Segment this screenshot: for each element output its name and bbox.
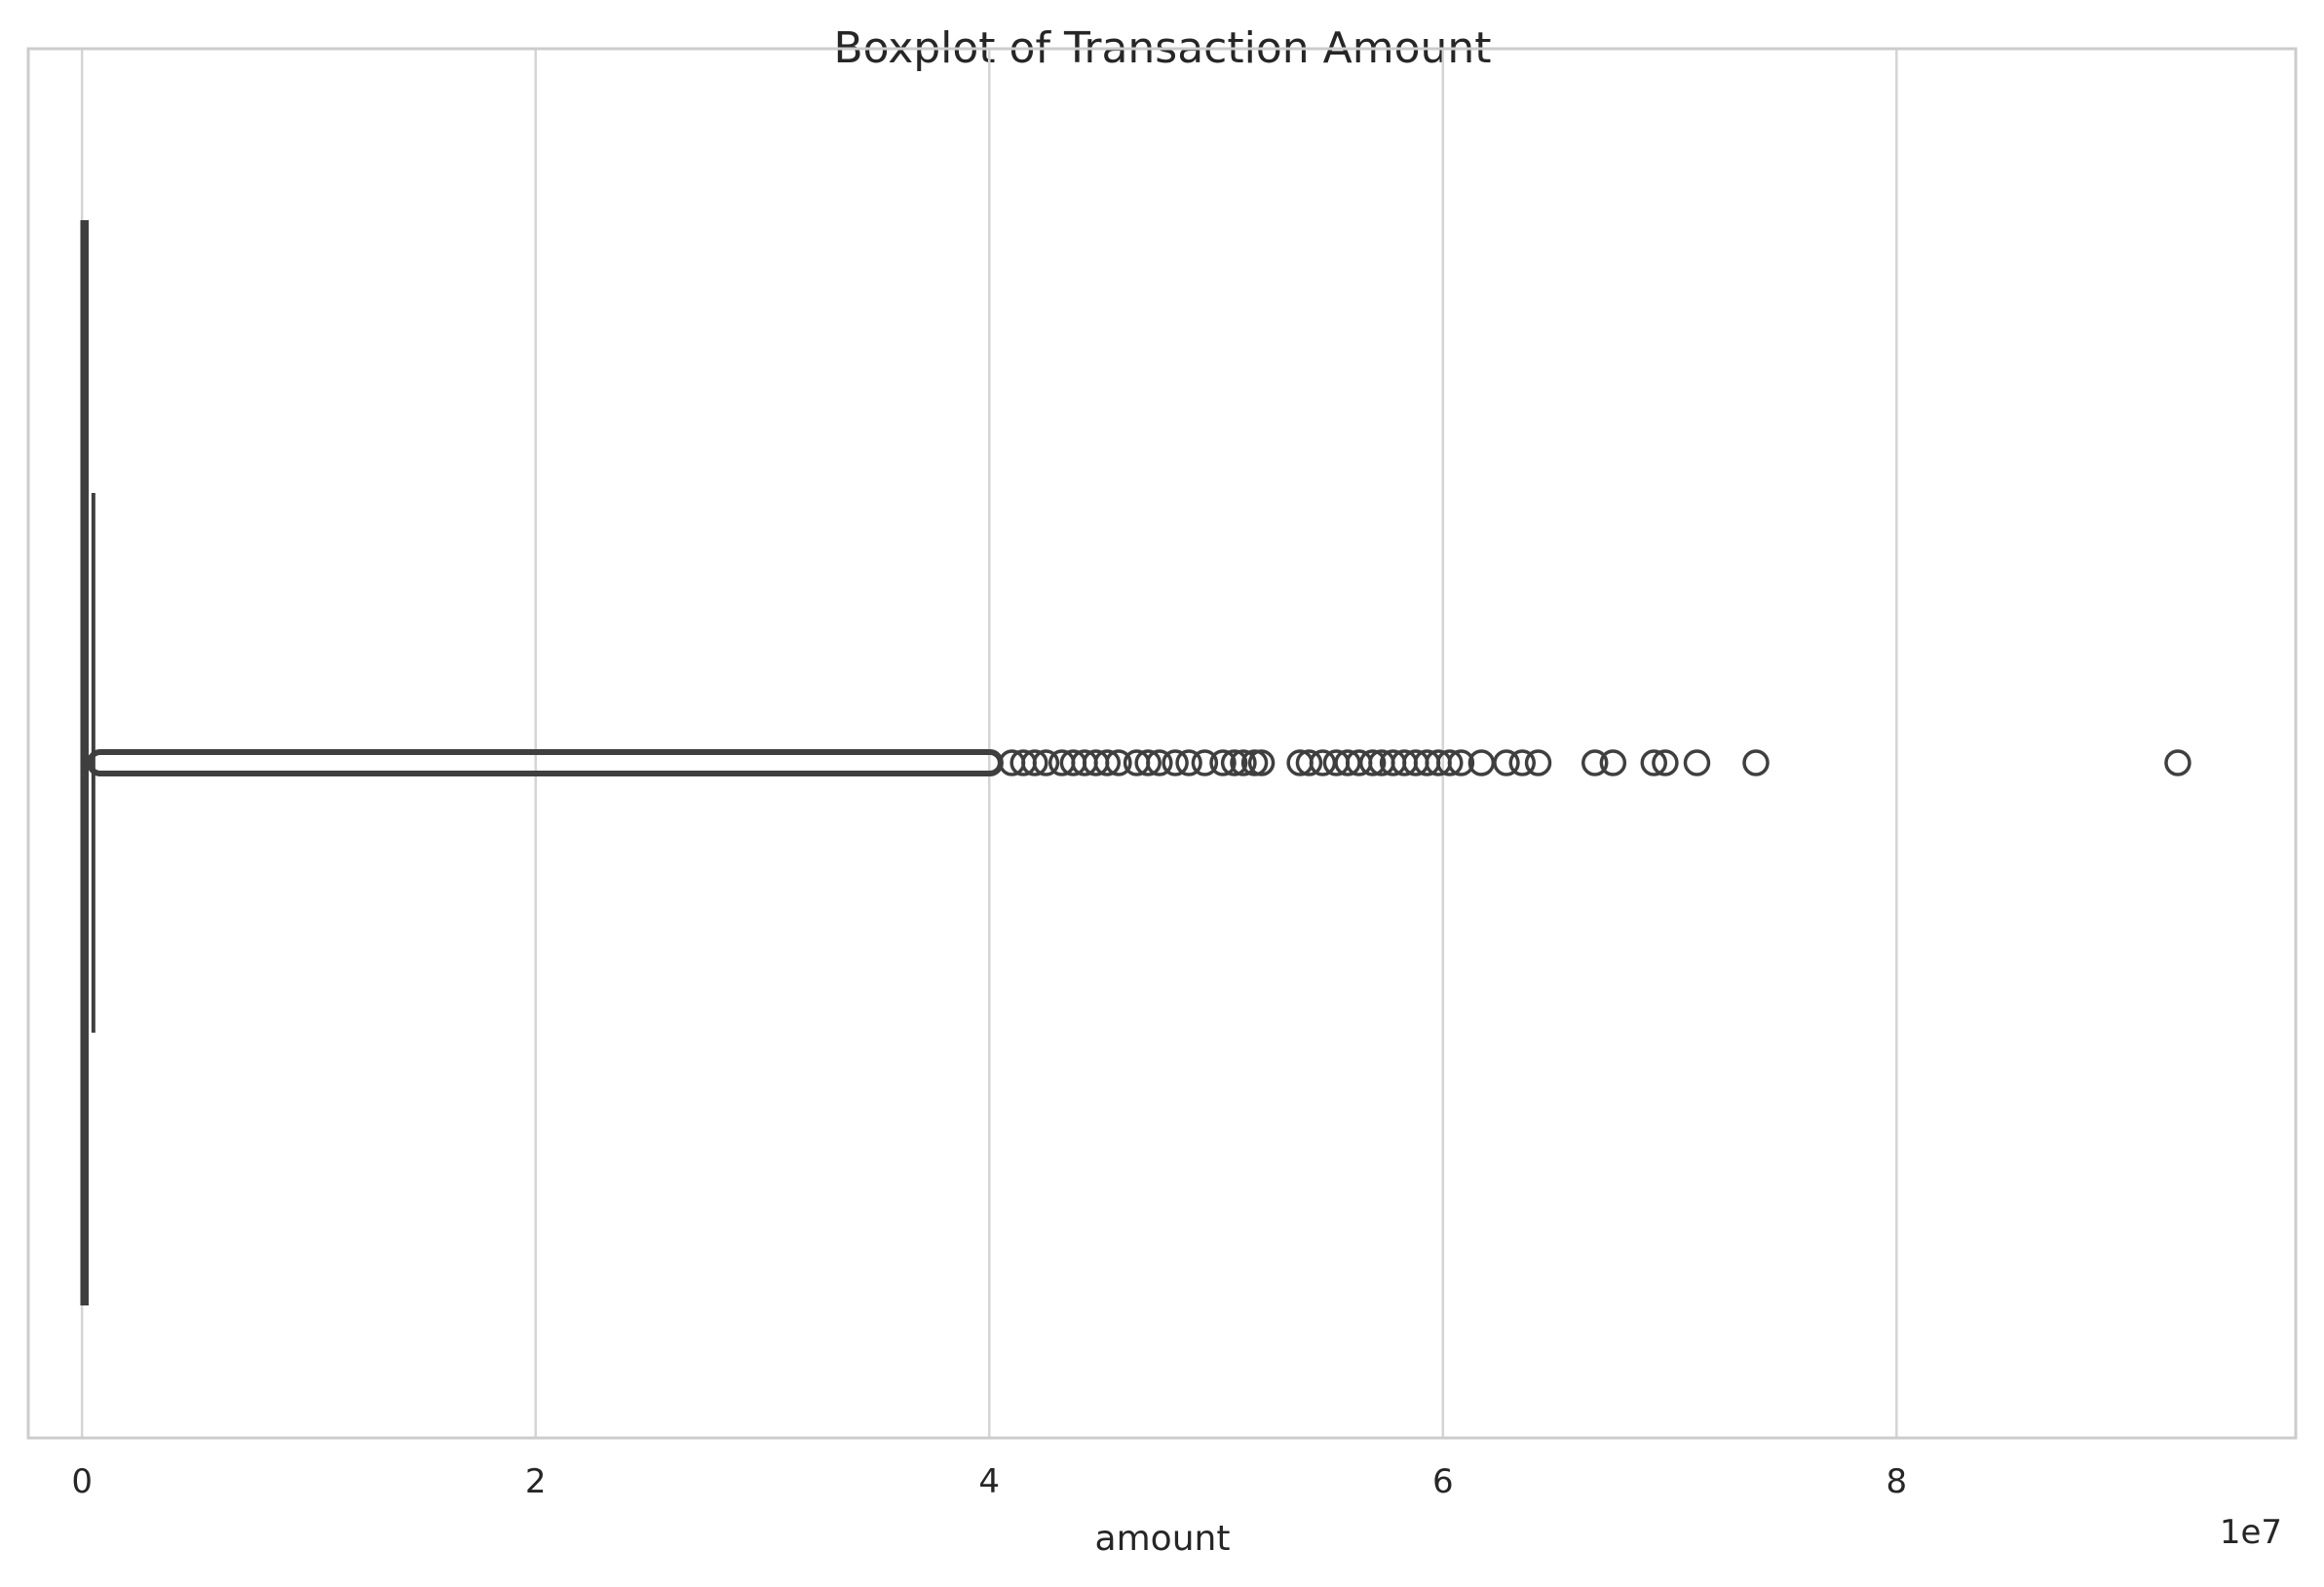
outlier-point [1220, 749, 1248, 776]
outlier-point [1105, 749, 1132, 776]
outlier-point [1640, 749, 1668, 776]
x-axis-offset-label: 1e7 [2220, 1513, 2282, 1552]
outlier-point [1162, 749, 1189, 776]
outlier-point [1493, 749, 1520, 776]
x-tick-label: 6 [1432, 1462, 1454, 1501]
outlier-point [1021, 749, 1048, 776]
outlier-point [1032, 749, 1060, 776]
x-tick-label: 4 [978, 1462, 1000, 1501]
x-axis-ticks: 0 2 4 6 8 [71, 1462, 1907, 1501]
outlier-point [1358, 749, 1387, 776]
outlier-point [2164, 749, 2191, 776]
x-axis-label: amount [1095, 1519, 1231, 1559]
outlier-point [1436, 749, 1464, 776]
outlier-point [1240, 749, 1269, 776]
outlier-point [1230, 749, 1257, 776]
outlier-point [1134, 749, 1162, 776]
dense-outlier-band [86, 749, 1004, 776]
outlier-point [1683, 749, 1711, 776]
outlier-point [1742, 749, 1770, 776]
outlier-point [1295, 749, 1323, 776]
x-tick-label: 2 [525, 1462, 547, 1501]
outlier-point [1447, 749, 1475, 776]
outlier-point [1093, 749, 1122, 776]
outlier-point [1175, 749, 1202, 776]
outlier-point [1191, 749, 1219, 776]
plot-area-frame [26, 47, 2298, 1440]
outlier-point [1599, 749, 1627, 776]
outlier-point [1247, 749, 1276, 776]
outlier-point [1652, 749, 1679, 776]
x-tick-label: 8 [1886, 1462, 1908, 1501]
outlier-point [1581, 749, 1609, 776]
outlier-markers [86, 749, 2191, 776]
outlier-point [1508, 749, 1537, 776]
grid-lines [80, 49, 1898, 1438]
outlier-point [1146, 749, 1173, 776]
outlier-point [1524, 749, 1552, 776]
x-tick-label: 0 [71, 1462, 93, 1501]
outlier-point [1209, 749, 1237, 776]
outlier-point [1309, 749, 1337, 776]
